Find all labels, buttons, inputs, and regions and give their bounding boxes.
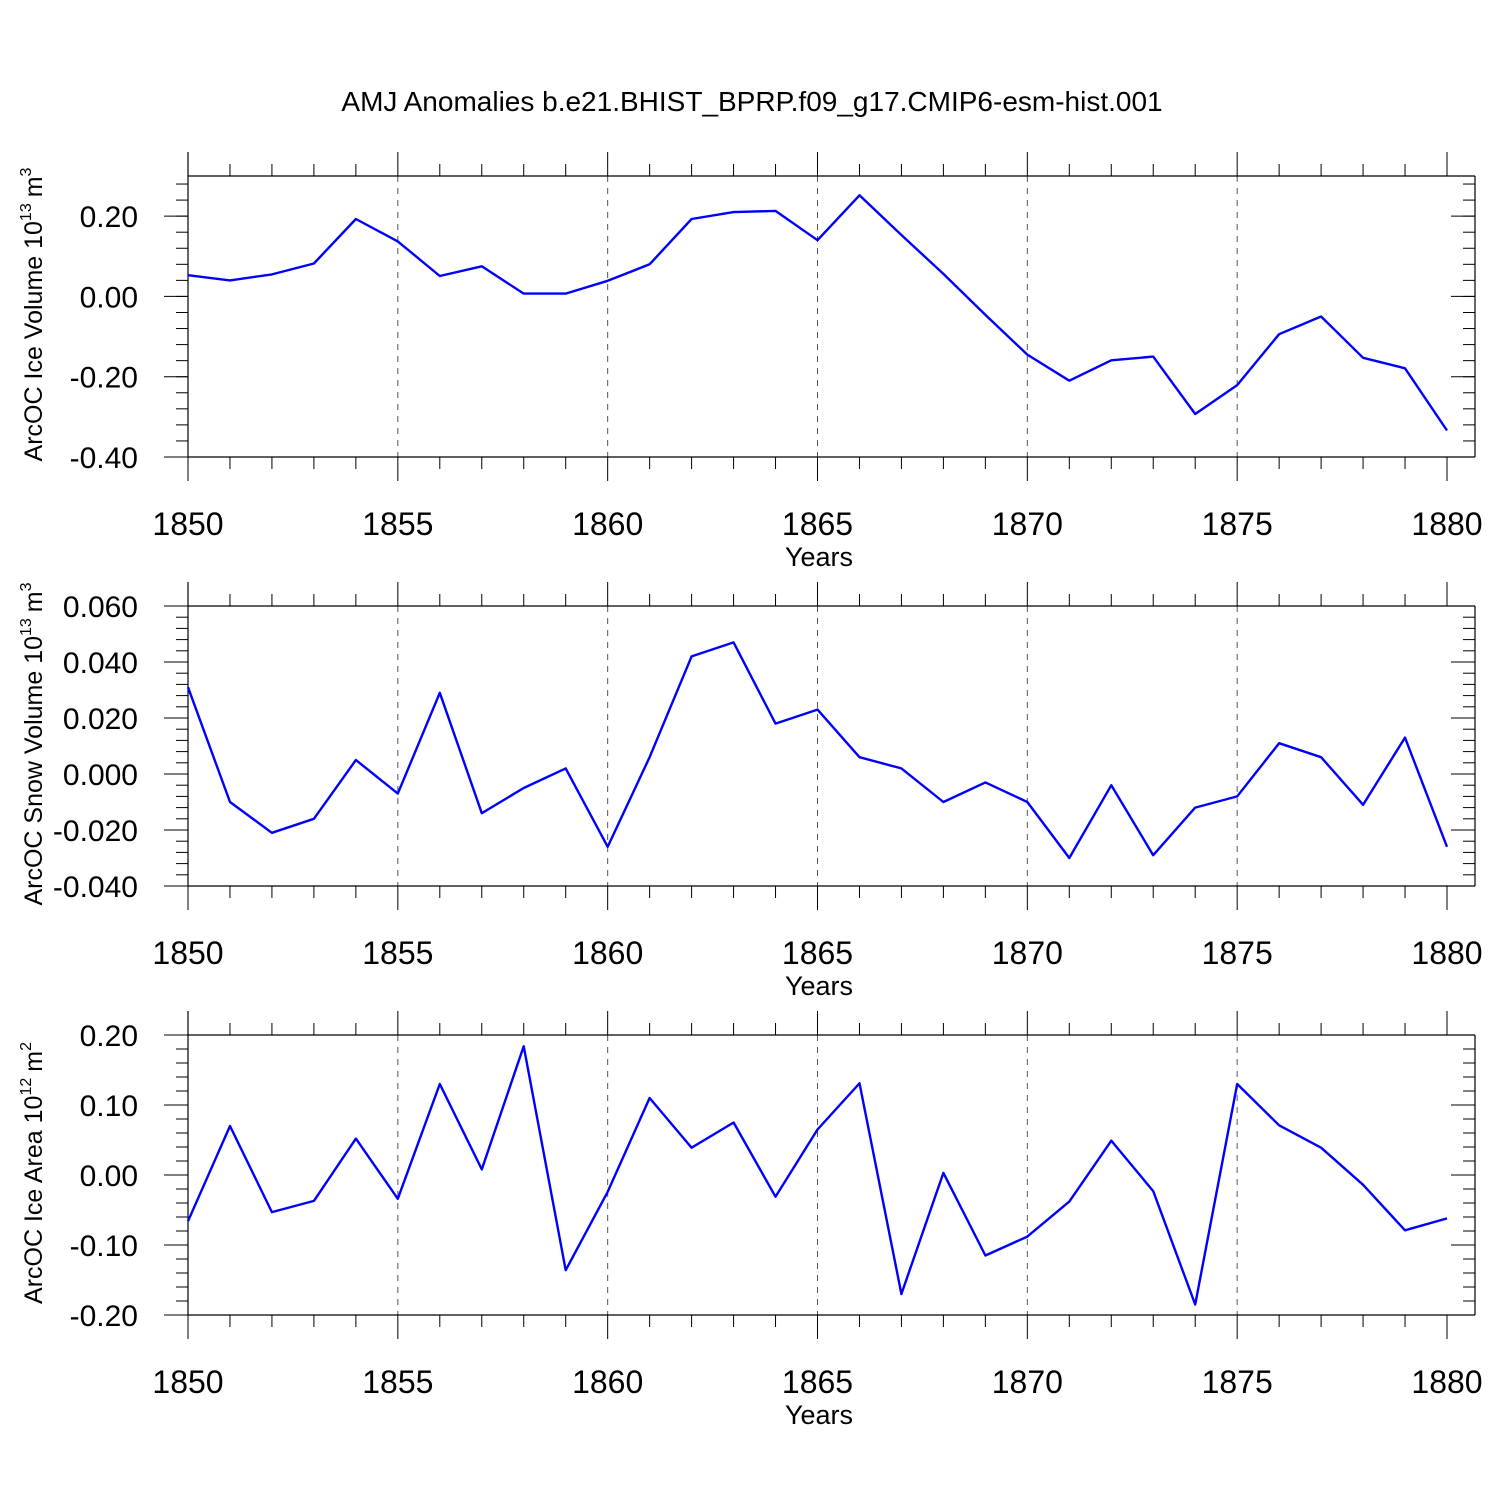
x-tick-label: 1880 [1411, 506, 1482, 542]
y-axis-label-exponent: 12 [18, 1078, 35, 1096]
y-tick-label: -0.40 [70, 442, 138, 475]
panels: -0.40 -0.20 0.00 0.20 1850 1855 1860 1865 1870 18… [18, 152, 1483, 1430]
y-axis-label-exponent: 13 [18, 203, 35, 221]
x-tick-label: 1850 [152, 1364, 223, 1400]
y-tick-label: 0.040 [63, 647, 138, 680]
y-tick-label: -0.20 [70, 1300, 138, 1333]
y-tick-label: 0.00 [80, 1160, 138, 1193]
x-axis-label: Years [785, 542, 853, 572]
panel-3: -0.20 -0.10 0.00 0.10 0.20 1850 1855 1860 1865 18… [18, 1011, 1483, 1430]
y-axis-label-unit-exponent: 3 [18, 167, 35, 176]
x-tick-label: 1865 [782, 506, 853, 542]
x-tick-label: 1875 [1202, 506, 1273, 542]
x-tick-label: 1860 [572, 1364, 643, 1400]
series-line-2 [186, 641, 1449, 860]
y-axis-label-exponent: 13 [18, 618, 35, 636]
y-axis-label: ArcOC Snow Volume 1013 m3 [18, 582, 48, 905]
y-tick-label: 0.060 [63, 591, 138, 624]
x-axis-label: Years [785, 971, 853, 1001]
x-tick-label: 1870 [992, 506, 1063, 542]
x-tick-label: 1880 [1411, 935, 1482, 971]
y-tick-label: -0.020 [53, 815, 138, 848]
x-tick-label: 1855 [362, 1364, 433, 1400]
x-tick-label: 1860 [572, 935, 643, 971]
x-tick-label: 1875 [1202, 935, 1273, 971]
x-tick-label: 1875 [1202, 1364, 1273, 1400]
y-tick-label: -0.040 [53, 871, 138, 904]
y-axis-label-unit-exponent: 3 [18, 582, 35, 591]
x-tick-label: 1855 [362, 935, 433, 971]
x-tick-label: 1865 [782, 935, 853, 971]
y-tick-label: 0.20 [80, 1020, 138, 1053]
y-axis-label-unit: m [20, 591, 48, 612]
y-axis-label-text: ArcOC Ice Volume 10 [20, 221, 48, 461]
x-tick-label: 1870 [992, 1364, 1063, 1400]
y-tick-label: 0.000 [63, 759, 138, 792]
x-tick-label: 1870 [992, 935, 1063, 971]
y-tick-label: 0.10 [80, 1090, 138, 1123]
y-axis-label: ArcOC Ice Area 1012 m2 [18, 1042, 48, 1304]
y-axis-label-unit-exponent: 2 [18, 1042, 35, 1051]
y-axis-label-text: ArcOC Snow Volume 10 [20, 636, 48, 906]
x-tick-label: 1860 [572, 506, 643, 542]
series-line-1 [187, 194, 1448, 432]
x-tick-label: 1880 [1411, 1364, 1482, 1400]
x-tick-label: 1850 [152, 506, 223, 542]
y-tick-label: -0.10 [70, 1230, 138, 1263]
chart-title: AMJ Anomalies b.e21.BHIST_BPRP.f09_g17.C… [341, 86, 1162, 117]
x-tick-label: 1850 [152, 935, 223, 971]
x-tick-label: 1855 [362, 506, 433, 542]
y-tick-label: 0.020 [63, 703, 138, 736]
y-tick-label: -0.20 [70, 362, 138, 395]
y-tick-label: 0.00 [80, 281, 138, 314]
y-axis-label-text: ArcOC Ice Area 10 [20, 1096, 48, 1304]
y-axis-label: ArcOC Ice Volume 1013 m3 [18, 167, 48, 461]
series-line-3 [186, 1044, 1448, 1306]
y-axis-label-unit: m [20, 176, 48, 197]
panel-2: -0.040 -0.020 0.000 0.020 0.040 0.060 1850 1855… [18, 582, 1483, 1001]
x-axis-label: Years [785, 1400, 853, 1430]
x-tick-label: 1865 [782, 1364, 853, 1400]
panel-1: -0.40 -0.20 0.00 0.20 1850 1855 1860 1865 1870 18… [18, 152, 1483, 572]
y-axis-label-unit: m [20, 1051, 48, 1072]
y-tick-label: 0.20 [80, 201, 138, 234]
